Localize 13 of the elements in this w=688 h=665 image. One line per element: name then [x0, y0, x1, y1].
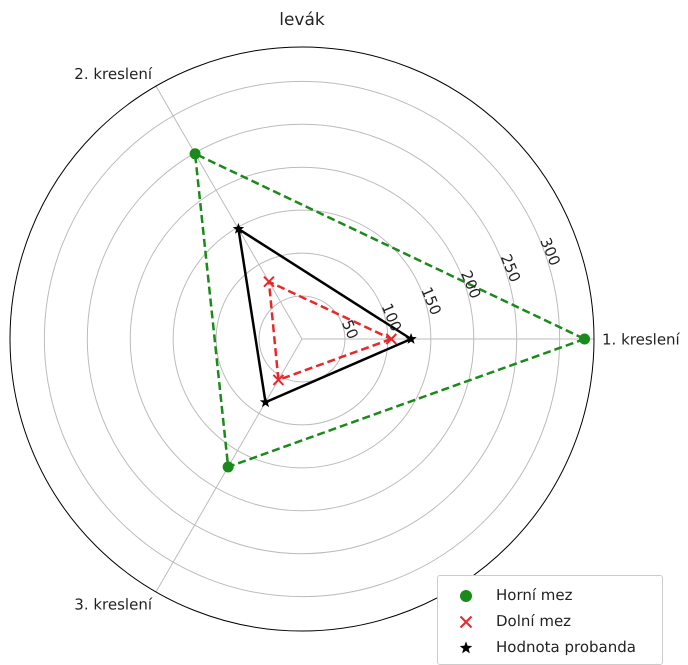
chart-title: levák: [278, 10, 326, 30]
legend-label: Horní mez: [496, 586, 573, 604]
spoke-label: 1. kreslení: [602, 330, 681, 348]
y-tick-label: 200: [456, 268, 485, 302]
y-tick-label: 100: [378, 300, 406, 334]
spoke-label: 3. kreslení: [74, 595, 153, 614]
spoke-label: 2. kreslení: [74, 65, 153, 84]
legend-label: Hodnota probanda: [496, 638, 636, 656]
y-tick-label: 250: [496, 251, 524, 285]
y-tick-label: 150: [417, 284, 445, 318]
y-tick-label: 300: [536, 235, 564, 268]
y-tick-label: 50: [338, 317, 362, 342]
legend-label: Dolní mez: [496, 612, 572, 630]
